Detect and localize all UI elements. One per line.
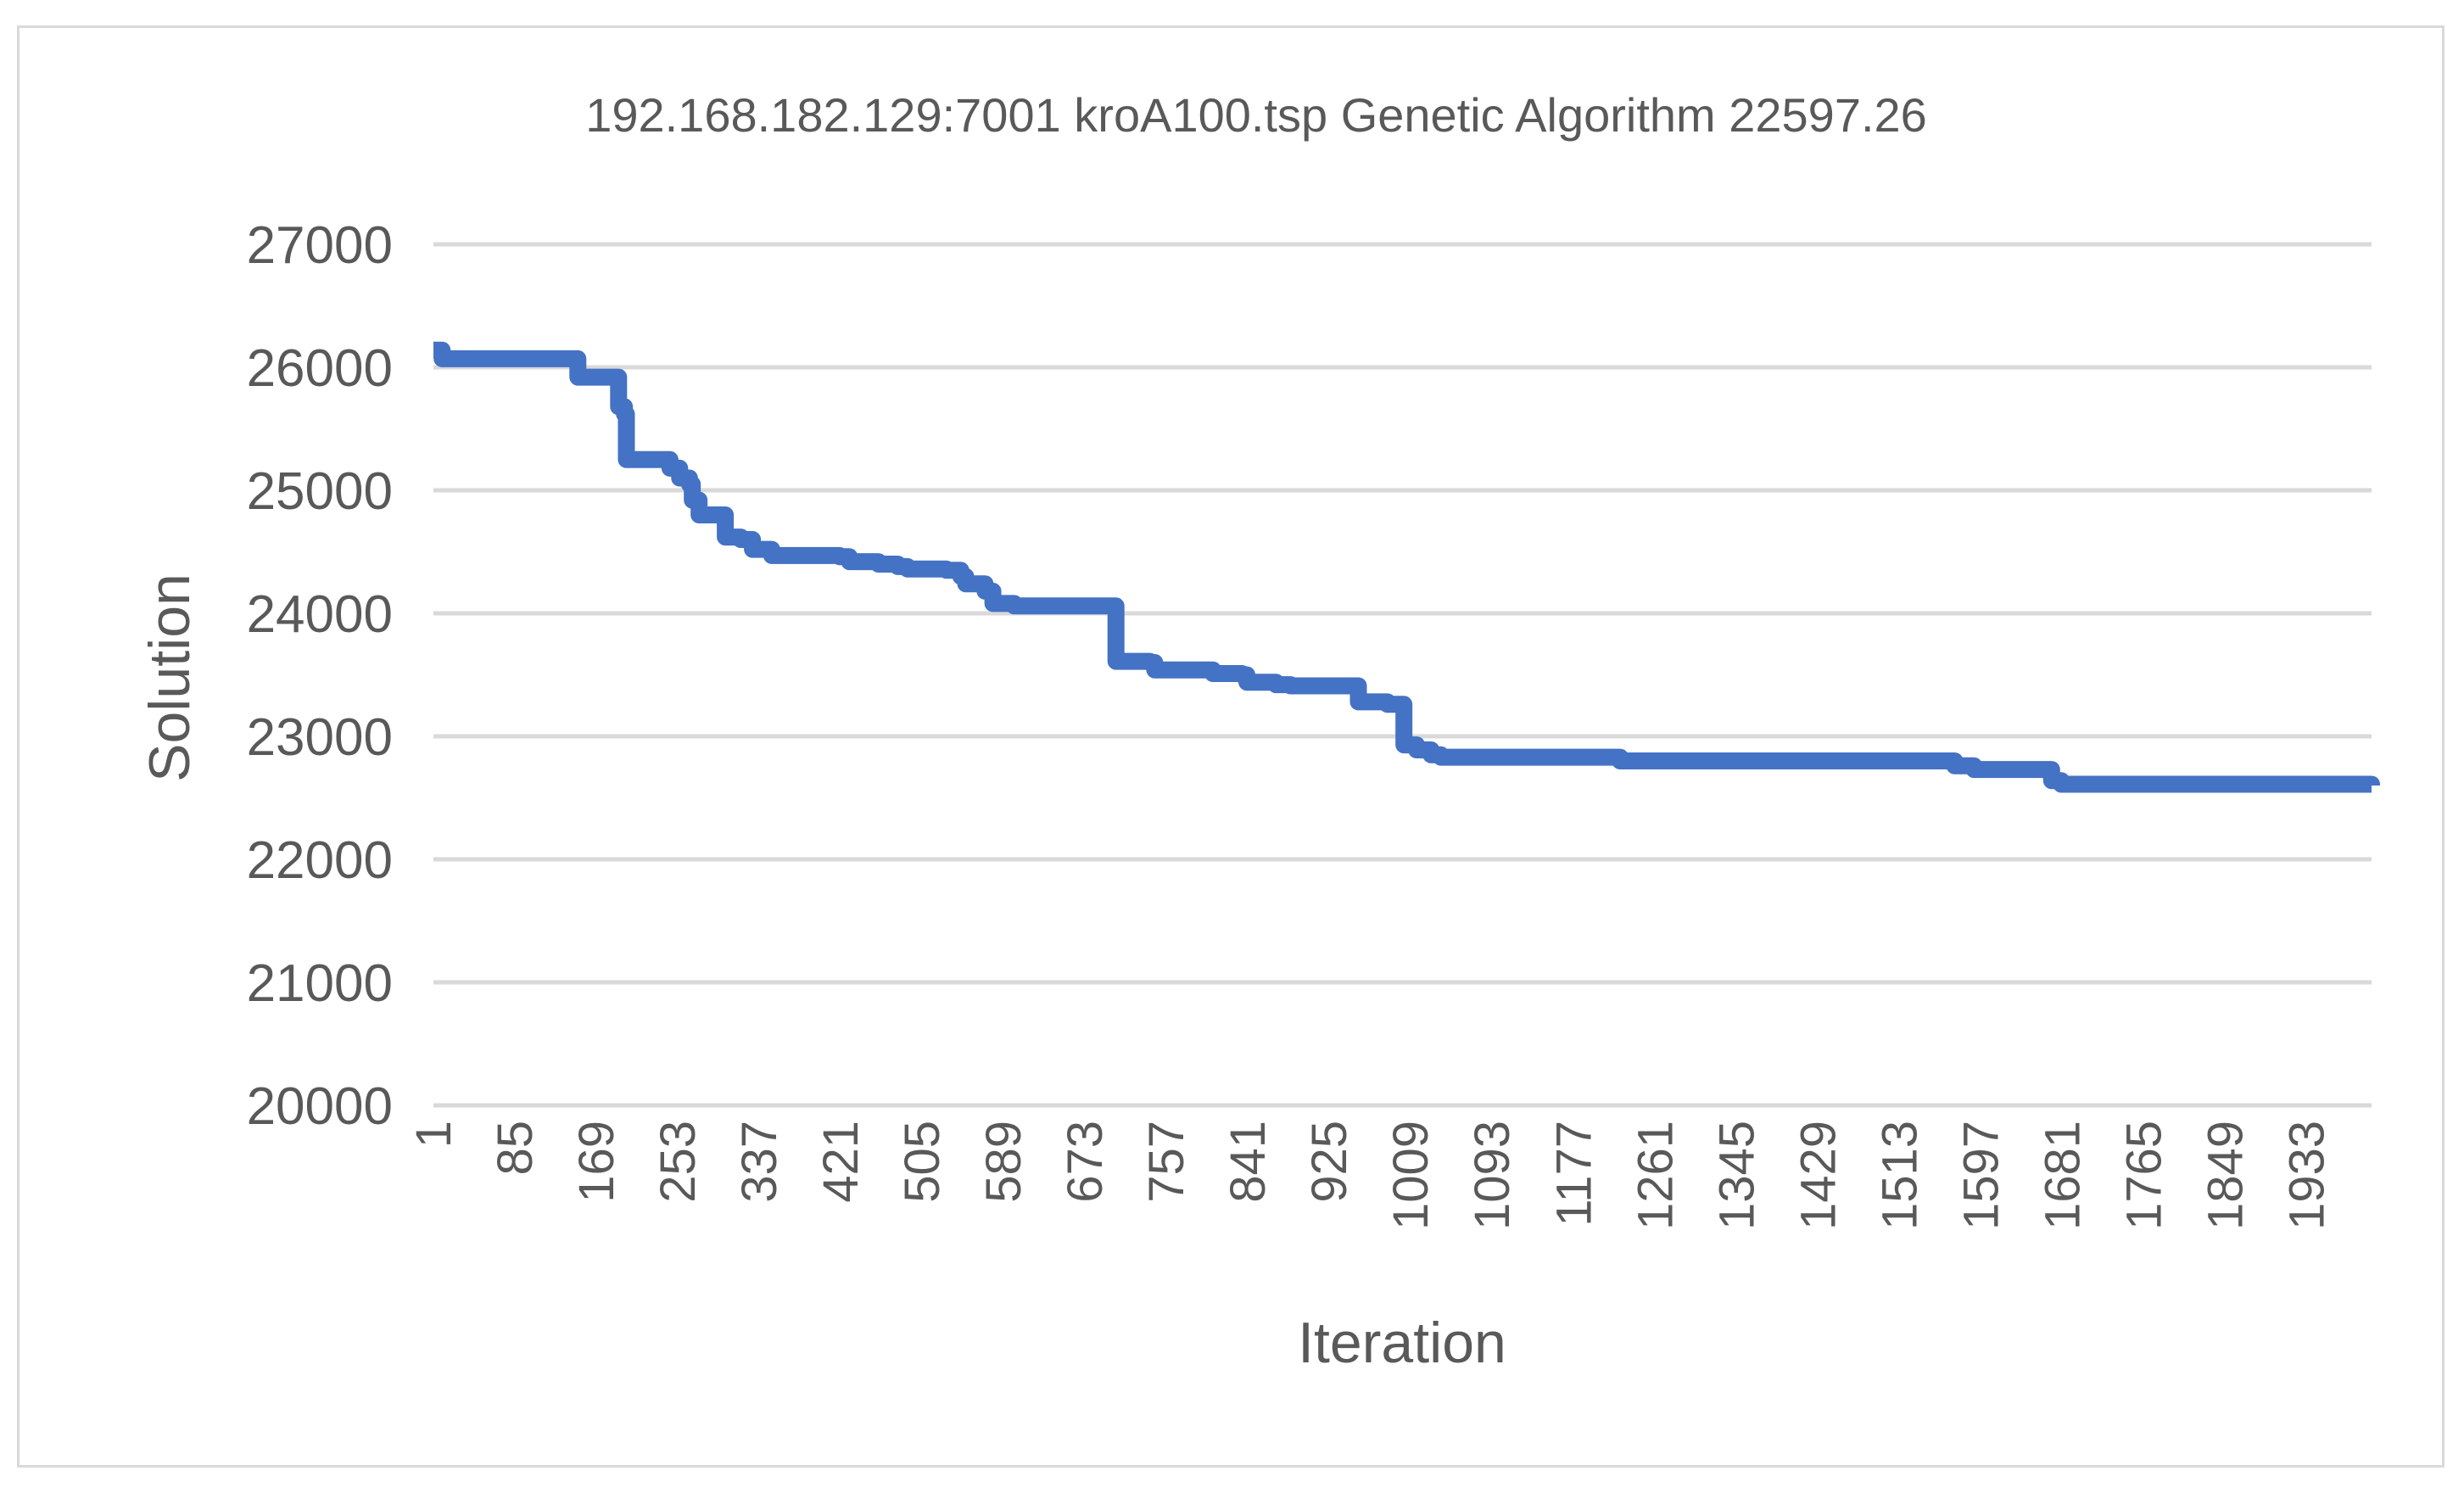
chart-title: 192.168.182.129:7001 kroA100.tsp Genetic… <box>585 88 1927 142</box>
series-line-solution <box>432 341 2380 793</box>
y-axis-ticks: 20000 21000 22000 23000 24000 25000 26000 27000 <box>247 216 393 1136</box>
x-tick-label: 673 <box>1058 1121 1113 1203</box>
y-tick-label: 24000 <box>247 585 393 644</box>
x-tick-label: 1765 <box>2116 1121 2171 1230</box>
x-tick-label: 253 <box>651 1121 706 1203</box>
gridlines <box>433 242 2372 1108</box>
x-tick-label: 1345 <box>1709 1121 1764 1230</box>
x-tick-label: 169 <box>569 1121 624 1203</box>
y-tick-label: 26000 <box>247 339 393 398</box>
y-axis-title: Solution <box>137 573 202 782</box>
y-tick-label: 23000 <box>247 708 393 767</box>
x-tick-label: 1849 <box>2198 1121 2253 1230</box>
y-tick-label: 22000 <box>247 831 393 890</box>
x-tick-label: 1093 <box>1465 1121 1520 1230</box>
x-tick-label: 85 <box>488 1121 543 1176</box>
x-tick-label: 1597 <box>1953 1121 2009 1230</box>
x-tick-label: 337 <box>732 1121 787 1203</box>
x-tick-label: 1009 <box>1383 1121 1439 1230</box>
x-axis-title: Iteration <box>1298 1311 1506 1375</box>
y-tick-label: 20000 <box>247 1077 393 1136</box>
x-tick-label: 841 <box>1221 1121 1276 1203</box>
x-tick-label: 757 <box>1139 1121 1194 1203</box>
x-axis-ticks: 1 85 169 253 337 421 505 589 673 757 841 925 1009 109… <box>406 1121 2334 1230</box>
x-tick-label: 1261 <box>1628 1121 1683 1230</box>
chart-frame: 192.168.182.129:7001 kroA100.tsp Genetic… <box>17 25 2444 1468</box>
x-tick-label: 505 <box>895 1121 950 1203</box>
x-tick-label: 1 <box>406 1121 461 1148</box>
y-tick-label: 21000 <box>247 954 393 1013</box>
x-tick-label: 1177 <box>1546 1121 1601 1227</box>
x-tick-label: 421 <box>813 1121 869 1203</box>
y-tick-label: 27000 <box>247 216 393 275</box>
series-layer <box>432 341 2380 793</box>
x-tick-label: 589 <box>976 1121 1031 1203</box>
x-tick-label: 1429 <box>1791 1121 1846 1230</box>
x-tick-label: 1513 <box>1872 1121 1927 1230</box>
x-tick-label: 925 <box>1302 1121 1357 1203</box>
y-tick-label: 25000 <box>247 462 393 521</box>
line-chart: 192.168.182.129:7001 kroA100.tsp Genetic… <box>137 88 2380 1375</box>
x-tick-label: 1681 <box>2035 1121 2090 1230</box>
x-tick-label: 1933 <box>2279 1121 2334 1230</box>
